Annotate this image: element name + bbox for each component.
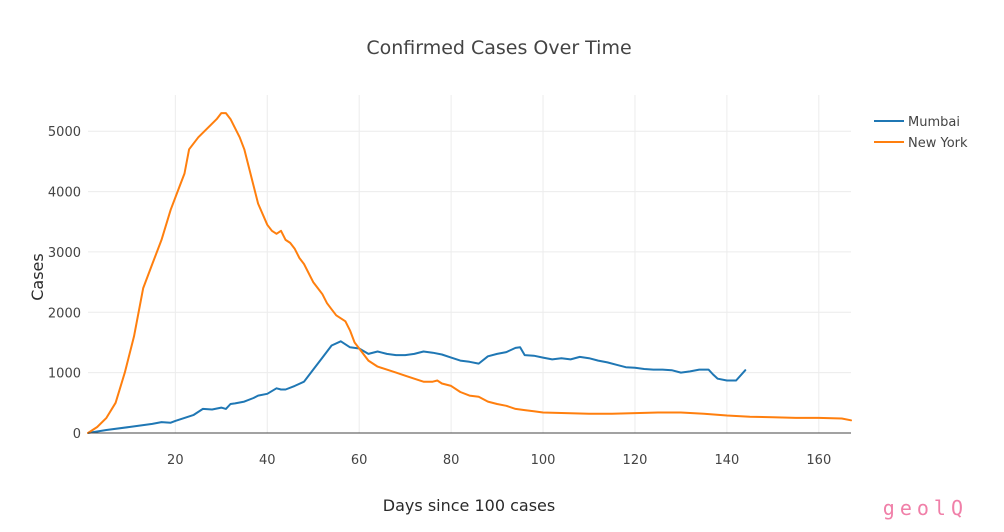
- legend-label-mumbai[interactable]: Mumbai: [908, 115, 960, 130]
- y-axis-ticks: 0 1000 2000 3000 4000 5000: [48, 125, 81, 442]
- series-layer: [87, 112, 852, 434]
- chart-title: Confirmed Cases Over Time: [366, 37, 631, 59]
- gridlines: [88, 95, 851, 433]
- x-tick-label: 120: [623, 453, 648, 468]
- x-tick-label: 20: [167, 453, 184, 468]
- y-tick-label: 3000: [48, 246, 81, 261]
- x-tick-label: 60: [351, 453, 368, 468]
- x-tick-label: 140: [714, 453, 739, 468]
- x-axis-title: Days since 100 cases: [383, 496, 555, 515]
- series-line-new-york: [87, 112, 852, 434]
- y-tick-label: 1000: [48, 367, 81, 382]
- geolq-watermark: geolQ: [882, 496, 968, 520]
- y-tick-label: 5000: [48, 125, 81, 140]
- y-axis-title: Cases: [28, 253, 47, 301]
- x-tick-label: 40: [259, 453, 276, 468]
- y-tick-label: 0: [73, 427, 81, 442]
- x-tick-label: 160: [806, 453, 831, 468]
- legend: Mumbai New York: [874, 115, 968, 151]
- series-line-mumbai: [87, 340, 747, 434]
- legend-label-new-york[interactable]: New York: [908, 136, 968, 151]
- x-tick-label: 80: [443, 453, 460, 468]
- y-tick-label: 2000: [48, 306, 81, 321]
- x-axis-ticks: 20 40 60 80 100 120 140 160: [167, 453, 831, 468]
- x-tick-label: 100: [531, 453, 556, 468]
- y-tick-label: 4000: [48, 186, 81, 201]
